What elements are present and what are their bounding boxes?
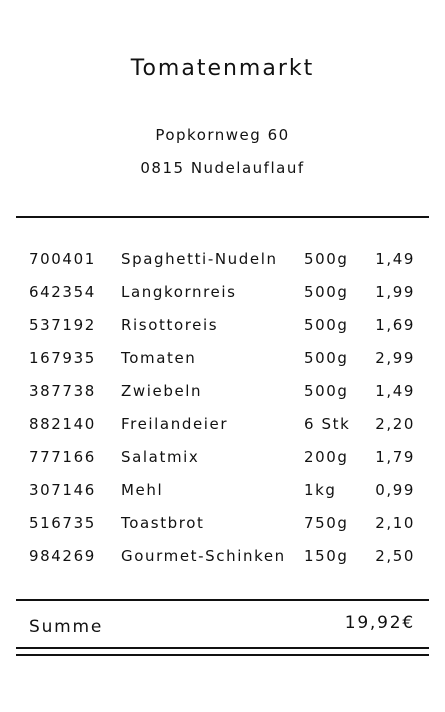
- item-quantity: 500g: [304, 316, 349, 334]
- item-name: Spaghetti-Nudeln: [121, 250, 278, 268]
- item-name: Freilandeier: [121, 415, 229, 433]
- item-quantity: 150g: [304, 547, 349, 565]
- item-price: 1,49: [375, 382, 415, 400]
- item-code: 882140: [29, 415, 96, 433]
- item-name: Tomaten: [121, 349, 197, 367]
- item-quantity: 6 Stk: [304, 415, 351, 433]
- store-city: 0815 Nudelauflauf: [140, 159, 305, 177]
- item-price: 1,49: [375, 250, 415, 268]
- item-code: 307146: [29, 481, 96, 499]
- store-name: Tomatenmarkt: [130, 56, 315, 81]
- item-code: 777166: [29, 448, 96, 466]
- item-quantity: 750g: [304, 514, 349, 532]
- total-divider-double: [16, 654, 429, 656]
- list-item: 777166 Salatmix 200g 1,79: [0, 448, 445, 481]
- list-item: 882140 Freilandeier 6 Stk 2,20: [0, 415, 445, 448]
- item-price: 1,79: [375, 448, 415, 466]
- list-item: 516735 Toastbrot 750g 2,10: [0, 514, 445, 547]
- item-code: 984269: [29, 547, 96, 565]
- item-name: Risottoreis: [121, 316, 219, 334]
- item-price: 1,99: [375, 283, 415, 301]
- item-name: Toastbrot: [121, 514, 205, 532]
- item-code: 387738: [29, 382, 96, 400]
- total-value: 19,92€: [344, 613, 415, 633]
- item-quantity: 500g: [304, 250, 349, 268]
- item-list: 700401 Spaghetti-Nudeln 500g 1,49 642354…: [0, 250, 445, 580]
- item-name: Zwiebeln: [121, 382, 203, 400]
- header-divider: [16, 216, 429, 218]
- item-code: 516735: [29, 514, 96, 532]
- item-price: 2,10: [375, 514, 415, 532]
- total-divider-top: [16, 599, 429, 601]
- item-code: 642354: [29, 283, 96, 301]
- item-quantity: 500g: [304, 382, 349, 400]
- list-item: 984269 Gourmet-Schinken 150g 2,50: [0, 547, 445, 580]
- item-quantity: 1kg: [304, 481, 337, 499]
- item-quantity: 200g: [304, 448, 349, 466]
- item-price: 2,20: [375, 415, 415, 433]
- item-name: Langkornreis: [121, 283, 237, 301]
- item-price: 1,69: [375, 316, 415, 334]
- total-divider-bottom: [16, 647, 429, 649]
- item-name: Mehl: [121, 481, 164, 499]
- item-code: 700401: [29, 250, 96, 268]
- item-code: 167935: [29, 349, 96, 367]
- item-price: 2,99: [375, 349, 415, 367]
- total-label: Summe: [29, 617, 104, 637]
- store-street: Popkornweg 60: [155, 126, 290, 144]
- list-item: 167935 Tomaten 500g 2,99: [0, 349, 445, 382]
- item-price: 2,50: [375, 547, 415, 565]
- item-quantity: 500g: [304, 283, 349, 301]
- list-item: 700401 Spaghetti-Nudeln 500g 1,49: [0, 250, 445, 283]
- item-quantity: 500g: [304, 349, 349, 367]
- item-name: Salatmix: [121, 448, 200, 466]
- item-code: 537192: [29, 316, 96, 334]
- list-item: 307146 Mehl 1kg 0,99: [0, 481, 445, 514]
- list-item: 642354 Langkornreis 500g 1,99: [0, 283, 445, 316]
- item-price: 0,99: [375, 481, 415, 499]
- item-name: Gourmet-Schinken: [121, 547, 286, 565]
- list-item: 537192 Risottoreis 500g 1,69: [0, 316, 445, 349]
- list-item: 387738 Zwiebeln 500g 1,49: [0, 382, 445, 415]
